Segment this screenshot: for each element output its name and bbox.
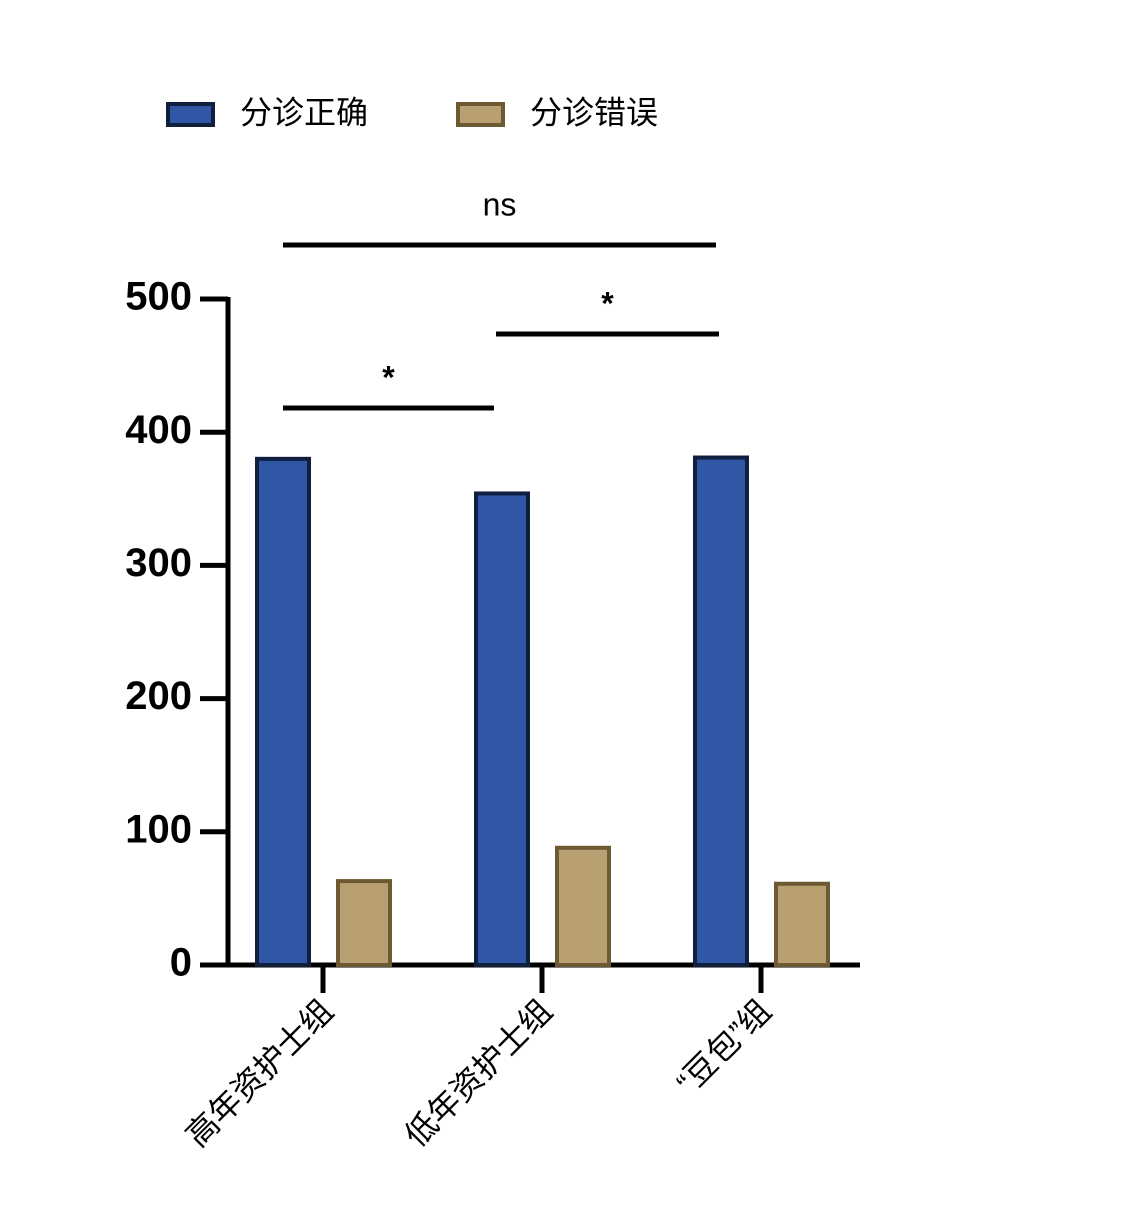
y-tick-label: 500 (125, 275, 192, 319)
significance-label: * (382, 359, 395, 395)
bar (474, 491, 530, 967)
legend-label: 分诊正确 (240, 94, 368, 130)
bar (693, 455, 749, 967)
x-tick-label: 高年资护士组 (179, 992, 340, 1153)
legend-swatch (166, 102, 215, 127)
legend-label: 分诊错误 (530, 94, 658, 130)
x-tick-label: “豆包”组 (670, 992, 778, 1100)
y-tick-label: 200 (125, 674, 192, 718)
significance-label: * (601, 285, 614, 321)
bar (255, 456, 311, 967)
bar (336, 879, 392, 967)
legend-swatch (456, 102, 505, 127)
x-tick-label: 低年资护士组 (398, 992, 559, 1153)
y-tick-label: 100 (125, 807, 192, 851)
y-tick-label: 300 (125, 541, 192, 585)
y-tick-label: 0 (170, 941, 192, 985)
bar (555, 845, 611, 967)
y-tick-label: 400 (125, 408, 192, 452)
significance-label: ns (483, 186, 517, 222)
bar (774, 881, 830, 967)
